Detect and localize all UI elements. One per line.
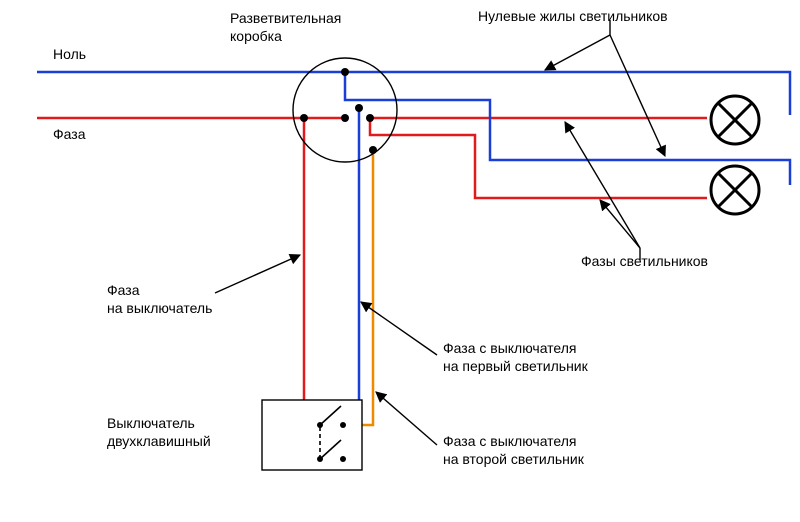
node-phase-in bbox=[341, 114, 349, 122]
lamp-1 bbox=[711, 96, 759, 144]
lamp-2 bbox=[711, 166, 759, 214]
arrow-lamp-phases-2 bbox=[565, 122, 640, 248]
node-phase-to-switch bbox=[300, 114, 308, 122]
label-phase-to-switch: Фаза на выключатель bbox=[107, 282, 212, 317]
wire-neutral-bus bbox=[37, 72, 790, 115]
switch-double bbox=[262, 400, 362, 470]
wire-phase-lamp2 bbox=[370, 118, 707, 198]
label-switch-to-lamp1: Фаза с выключателя на первый светильник bbox=[443, 340, 588, 375]
label-junction-box: Разветвительная коробка bbox=[230, 10, 341, 45]
label-lamp-neutrals: Нулевые жилы светильников bbox=[478, 8, 668, 26]
node-switch2-return bbox=[369, 146, 377, 154]
arrow-phase-to-switch bbox=[215, 255, 300, 293]
node-phase-out bbox=[366, 114, 374, 122]
label-lamp-phases: Фазы светильников bbox=[581, 253, 708, 271]
label-neutral: Ноль bbox=[53, 46, 86, 64]
label-phase: Фаза bbox=[53, 126, 85, 144]
arrow-lamp-neutrals-2 bbox=[610, 35, 665, 156]
label-switch: Выключатель двухклавишный bbox=[107, 415, 211, 450]
arrow-switch-to-lamp2 bbox=[376, 392, 437, 445]
arrow-lamp-neutrals-1 bbox=[545, 35, 610, 70]
arrow-lamp-phases-1 bbox=[600, 200, 640, 248]
node-neutral-branch bbox=[341, 68, 349, 76]
node-switch1-return bbox=[355, 104, 363, 112]
diagram-stage: Ноль Фаза Разветвительная коробка Нулевы… bbox=[0, 0, 800, 522]
label-switch-to-lamp2: Фаза с выключателя на второй светильник bbox=[443, 433, 584, 468]
